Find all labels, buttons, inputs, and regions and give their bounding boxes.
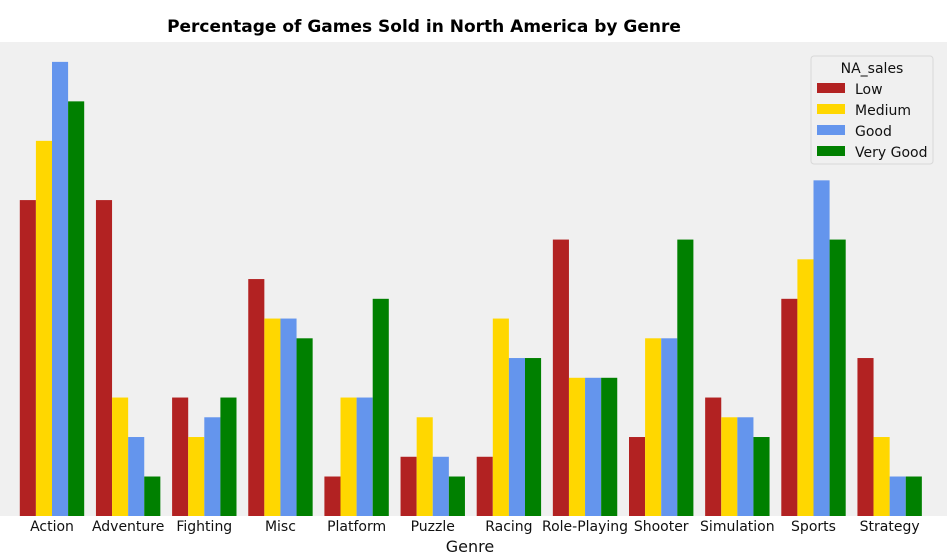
bar-good-platform	[356, 397, 373, 516]
bar-very-good-puzzle	[448, 476, 465, 516]
bar-low-misc	[248, 279, 265, 516]
x-tick-labels: Action Adventure Fighting Misc Platform Puzzl…	[30, 519, 920, 535]
x-tick-label-action: Action	[30, 519, 74, 535]
bar-medium-simulation	[721, 417, 738, 516]
bar-very-good-strategy	[905, 476, 922, 516]
bar-medium-shooter	[645, 338, 662, 516]
bar-very-good-adventure	[144, 476, 161, 516]
bars-group	[19, 61, 922, 517]
bar-good-action	[52, 61, 69, 517]
bar-low-shooter	[629, 437, 646, 516]
bar-good-shooter	[661, 338, 678, 516]
bar-low-strategy	[857, 358, 874, 516]
x-tick-label-adventure: Adventure	[92, 519, 164, 535]
x-tick-label-simulation: Simulation	[700, 519, 775, 535]
bar-low-platform	[324, 476, 341, 516]
bar-good-fighting	[204, 417, 221, 516]
legend-title: NA_sales	[841, 61, 904, 77]
legend: NA_sales Low Medium Good Very Good	[810, 55, 934, 165]
bar-low-simulation	[705, 397, 722, 516]
legend-label-good: Good	[855, 124, 892, 140]
bar-medium-strategy	[873, 437, 890, 516]
bar-very-good-action	[68, 101, 85, 517]
bar-medium-racing	[492, 318, 509, 516]
bar-very-good-platform	[372, 298, 389, 516]
x-tick-label-role-playing: Role-Playing	[542, 519, 628, 535]
bar-low-adventure	[95, 200, 113, 516]
bar-medium-fighting	[188, 437, 205, 516]
bar-good-simulation	[737, 417, 754, 516]
x-tick-label-fighting: Fighting	[176, 519, 232, 535]
x-tick-label-puzzle: Puzzle	[411, 519, 455, 535]
bar-medium-misc	[264, 318, 281, 516]
bar-low-fighting	[172, 397, 189, 516]
bar-low-role-playing	[552, 239, 569, 516]
x-tick-label-shooter: Shooter	[634, 519, 689, 535]
bar-very-good-misc	[296, 338, 313, 516]
x-tick-label-strategy: Strategy	[860, 519, 920, 535]
legend-swatch-medium	[817, 104, 845, 114]
bar-very-good-shooter	[677, 239, 694, 516]
x-tick-label-misc: Misc	[265, 519, 296, 535]
chart-title: Percentage of Games Sold in North Americ…	[167, 17, 681, 37]
bar-low-racing	[476, 456, 493, 516]
bar-very-good-simulation	[753, 437, 770, 516]
x-tick-label-platform: Platform	[327, 519, 386, 535]
bar-good-puzzle	[432, 456, 449, 516]
bar-good-sports	[813, 180, 830, 516]
bar-low-action	[19, 200, 36, 516]
bar-low-sports	[781, 298, 798, 516]
bar-medium-role-playing	[568, 377, 586, 516]
bar-good-role-playing	[585, 377, 602, 516]
legend-swatch-low	[817, 83, 845, 93]
bar-medium-action	[35, 140, 52, 516]
x-tick-label-racing: Racing	[485, 519, 532, 535]
bar-very-good-racing	[525, 358, 542, 516]
legend-swatch-very-good	[817, 146, 845, 156]
legend-label-medium: Medium	[855, 103, 911, 119]
legend-label-very-good: Very Good	[855, 145, 927, 161]
bar-good-misc	[280, 318, 297, 516]
legend-label-low: Low	[855, 82, 883, 98]
x-axis-label: Genre	[446, 537, 494, 554]
bar-medium-adventure	[112, 397, 129, 516]
bar-good-adventure	[128, 437, 145, 516]
legend-items: Low Medium Good Very Good	[817, 82, 927, 161]
bar-good-strategy	[889, 476, 906, 516]
bar-very-good-sports	[829, 239, 846, 516]
bar-medium-puzzle	[416, 417, 433, 516]
bar-medium-platform	[340, 397, 357, 516]
x-tick-label-sports: Sports	[791, 519, 836, 535]
bar-very-good-fighting	[220, 397, 237, 516]
bar-good-racing	[508, 358, 525, 516]
bar-very-good-role-playing	[601, 377, 618, 516]
bar-low-puzzle	[400, 456, 417, 516]
legend-swatch-good	[817, 125, 845, 135]
bar-medium-sports	[797, 259, 814, 516]
